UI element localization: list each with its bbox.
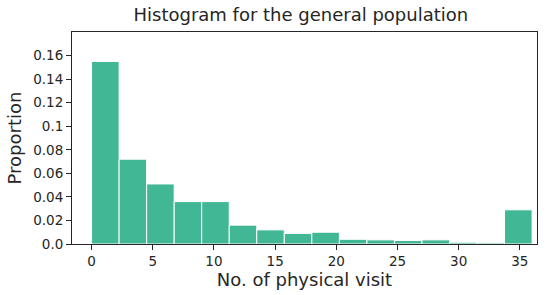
svg-text:20: 20 bbox=[328, 253, 345, 269]
svg-text:5: 5 bbox=[148, 253, 157, 269]
svg-text:0.08: 0.08 bbox=[33, 142, 63, 158]
svg-text:0.12: 0.12 bbox=[33, 94, 63, 110]
svg-text:35: 35 bbox=[511, 253, 528, 269]
svg-text:0.06: 0.06 bbox=[33, 165, 63, 181]
svg-text:0.16: 0.16 bbox=[33, 47, 63, 63]
svg-text:Proportion: Proportion bbox=[4, 92, 25, 185]
svg-text:15: 15 bbox=[267, 253, 284, 269]
svg-text:0.1: 0.1 bbox=[42, 118, 63, 134]
svg-text:No. of physical visit: No. of physical visit bbox=[217, 269, 392, 290]
svg-text:0.0: 0.0 bbox=[42, 236, 63, 252]
svg-text:0.14: 0.14 bbox=[33, 71, 63, 87]
svg-text:0.02: 0.02 bbox=[33, 212, 63, 228]
svg-text:Histogram for the general popu: Histogram for the general population bbox=[133, 4, 468, 25]
svg-text:0.04: 0.04 bbox=[33, 189, 63, 205]
svg-text:0: 0 bbox=[87, 253, 96, 269]
svg-text:10: 10 bbox=[205, 253, 222, 269]
svg-text:30: 30 bbox=[450, 253, 467, 269]
svg-text:25: 25 bbox=[389, 253, 406, 269]
